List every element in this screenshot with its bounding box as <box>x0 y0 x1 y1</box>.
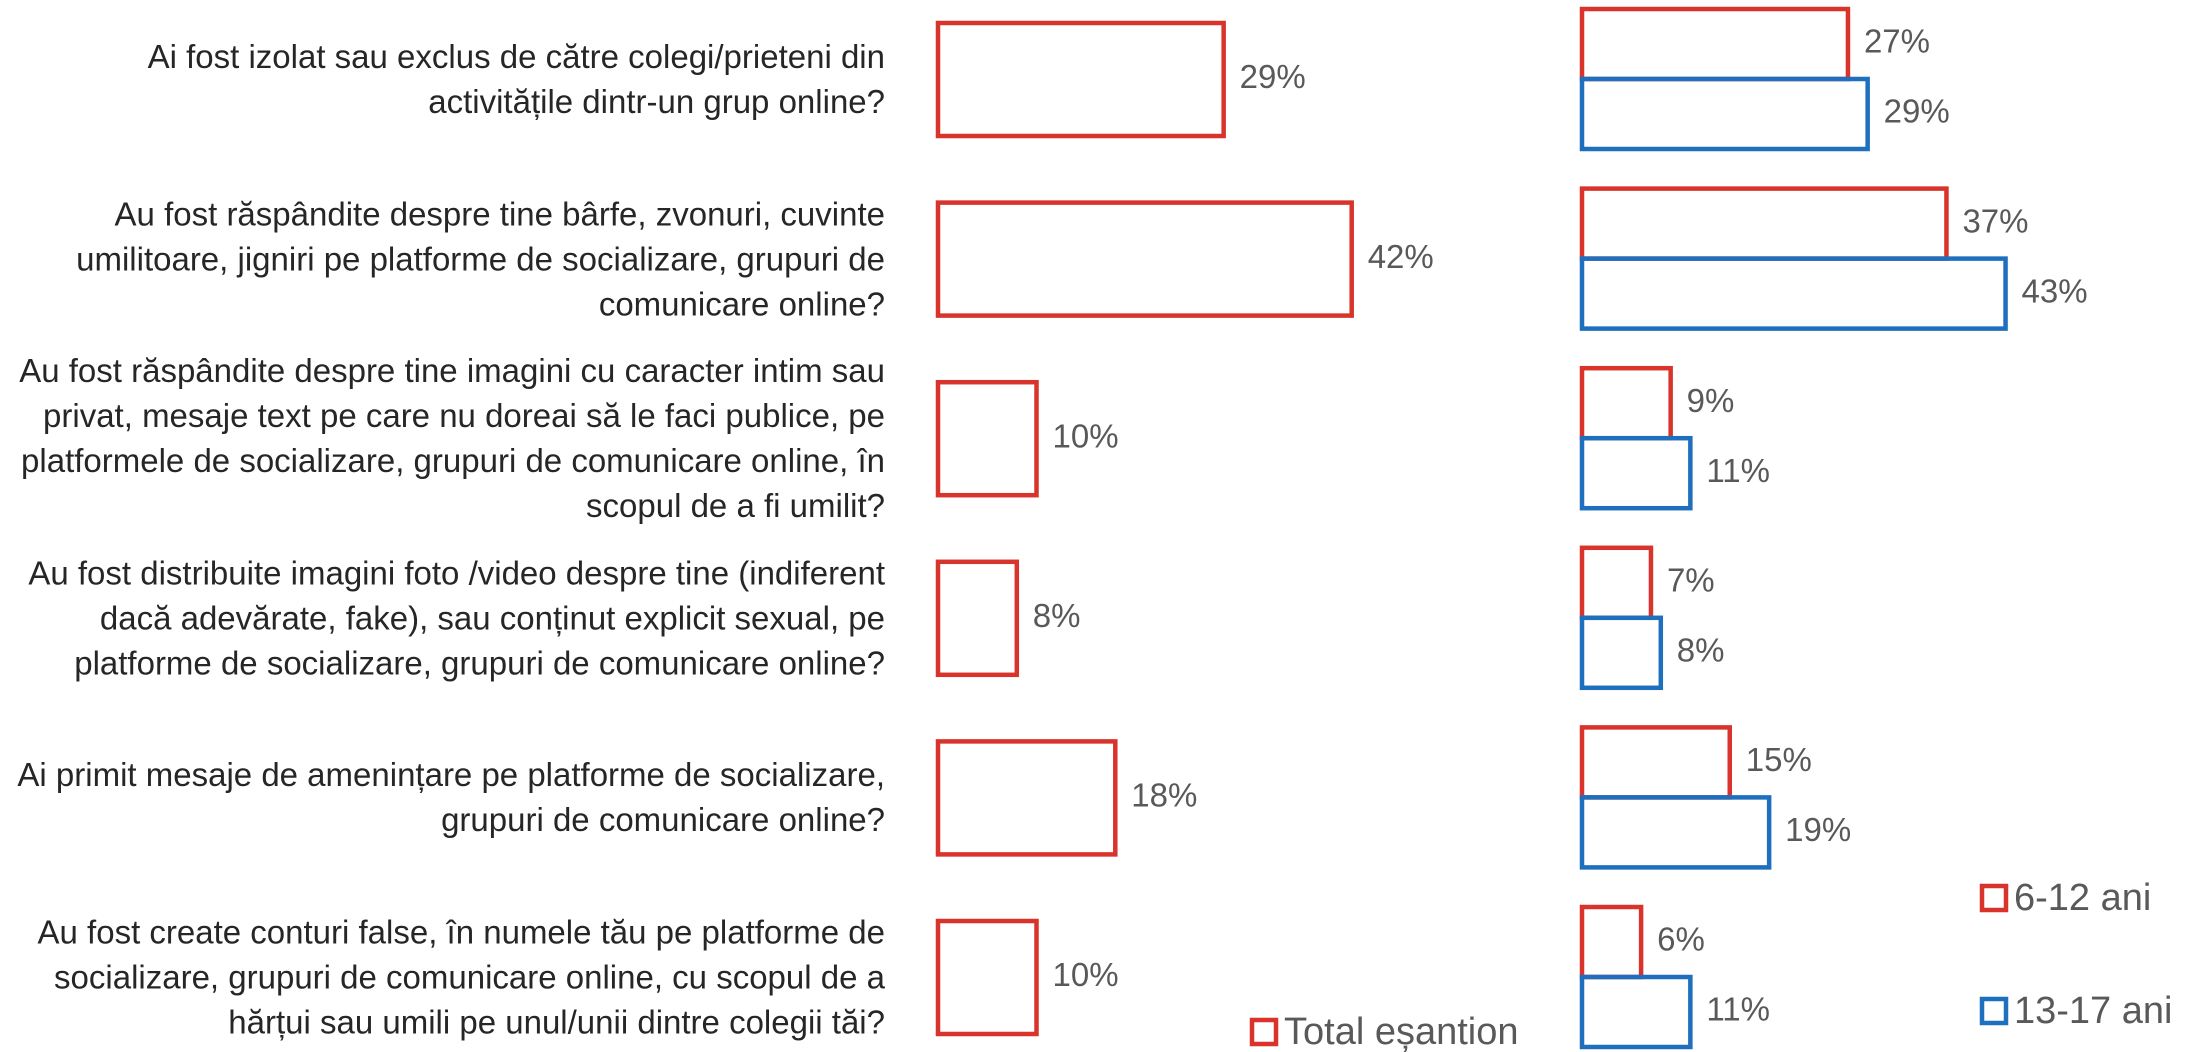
bar <box>935 200 1354 318</box>
category-label: Au fost create conturi false, în numele … <box>37 913 885 1041</box>
value-label: 11% <box>1706 991 1770 1028</box>
bar <box>935 559 1020 678</box>
bar <box>1579 256 2008 331</box>
value-label: 37% <box>1962 202 2028 239</box>
value-label: 9% <box>1687 382 1735 419</box>
category-label: Au fost distribuite imagini foto /video … <box>28 554 885 682</box>
value-label: 29% <box>1884 93 1950 130</box>
bar <box>935 739 1118 857</box>
bar <box>1579 365 1673 441</box>
bar <box>935 918 1039 1037</box>
legend-label: 6-12 ani <box>2014 877 2151 919</box>
bar <box>1579 795 1772 870</box>
value-label: 15% <box>1746 741 1812 778</box>
bar <box>1579 974 1693 1050</box>
value-label: 10% <box>1053 956 1119 993</box>
value-label: 43% <box>2022 272 2088 309</box>
bar <box>1579 904 1644 980</box>
value-label: 29% <box>1240 58 1306 95</box>
bar <box>1579 6 1851 82</box>
value-label: 10% <box>1053 417 1119 454</box>
legend-swatch <box>1249 1017 1279 1047</box>
category-label: Ai primit mesaje de amenințare pe platfo… <box>17 756 885 839</box>
bar <box>935 20 1226 139</box>
bar <box>935 379 1039 498</box>
value-label: 8% <box>1677 632 1725 669</box>
bar <box>1579 435 1693 511</box>
category-label: Au fost răspândite despre tine bârfe, zv… <box>76 195 885 323</box>
value-label: 27% <box>1864 23 1930 60</box>
legend-swatch <box>1979 996 2009 1026</box>
value-label: 19% <box>1785 811 1851 848</box>
bar <box>1579 725 1732 800</box>
value-label: 18% <box>1131 777 1197 814</box>
bar <box>1579 545 1654 621</box>
category-label: Ai fost izolat sau exclus de către coleg… <box>147 38 885 120</box>
value-label: 6% <box>1657 921 1705 958</box>
value-label: 8% <box>1033 597 1081 634</box>
legend-label: 13-17 ani <box>2014 990 2172 1032</box>
value-label: 42% <box>1368 238 1434 275</box>
value-label: 11% <box>1706 452 1770 489</box>
bar <box>1579 76 1870 152</box>
legend-swatch <box>1979 883 2009 913</box>
bar <box>1579 615 1664 691</box>
legend-label: Total eșantion <box>1284 1011 1519 1052</box>
bar <box>1579 186 1949 261</box>
category-label: Au fost răspândite despre tine imagini c… <box>19 352 885 525</box>
value-label: 7% <box>1667 562 1715 599</box>
